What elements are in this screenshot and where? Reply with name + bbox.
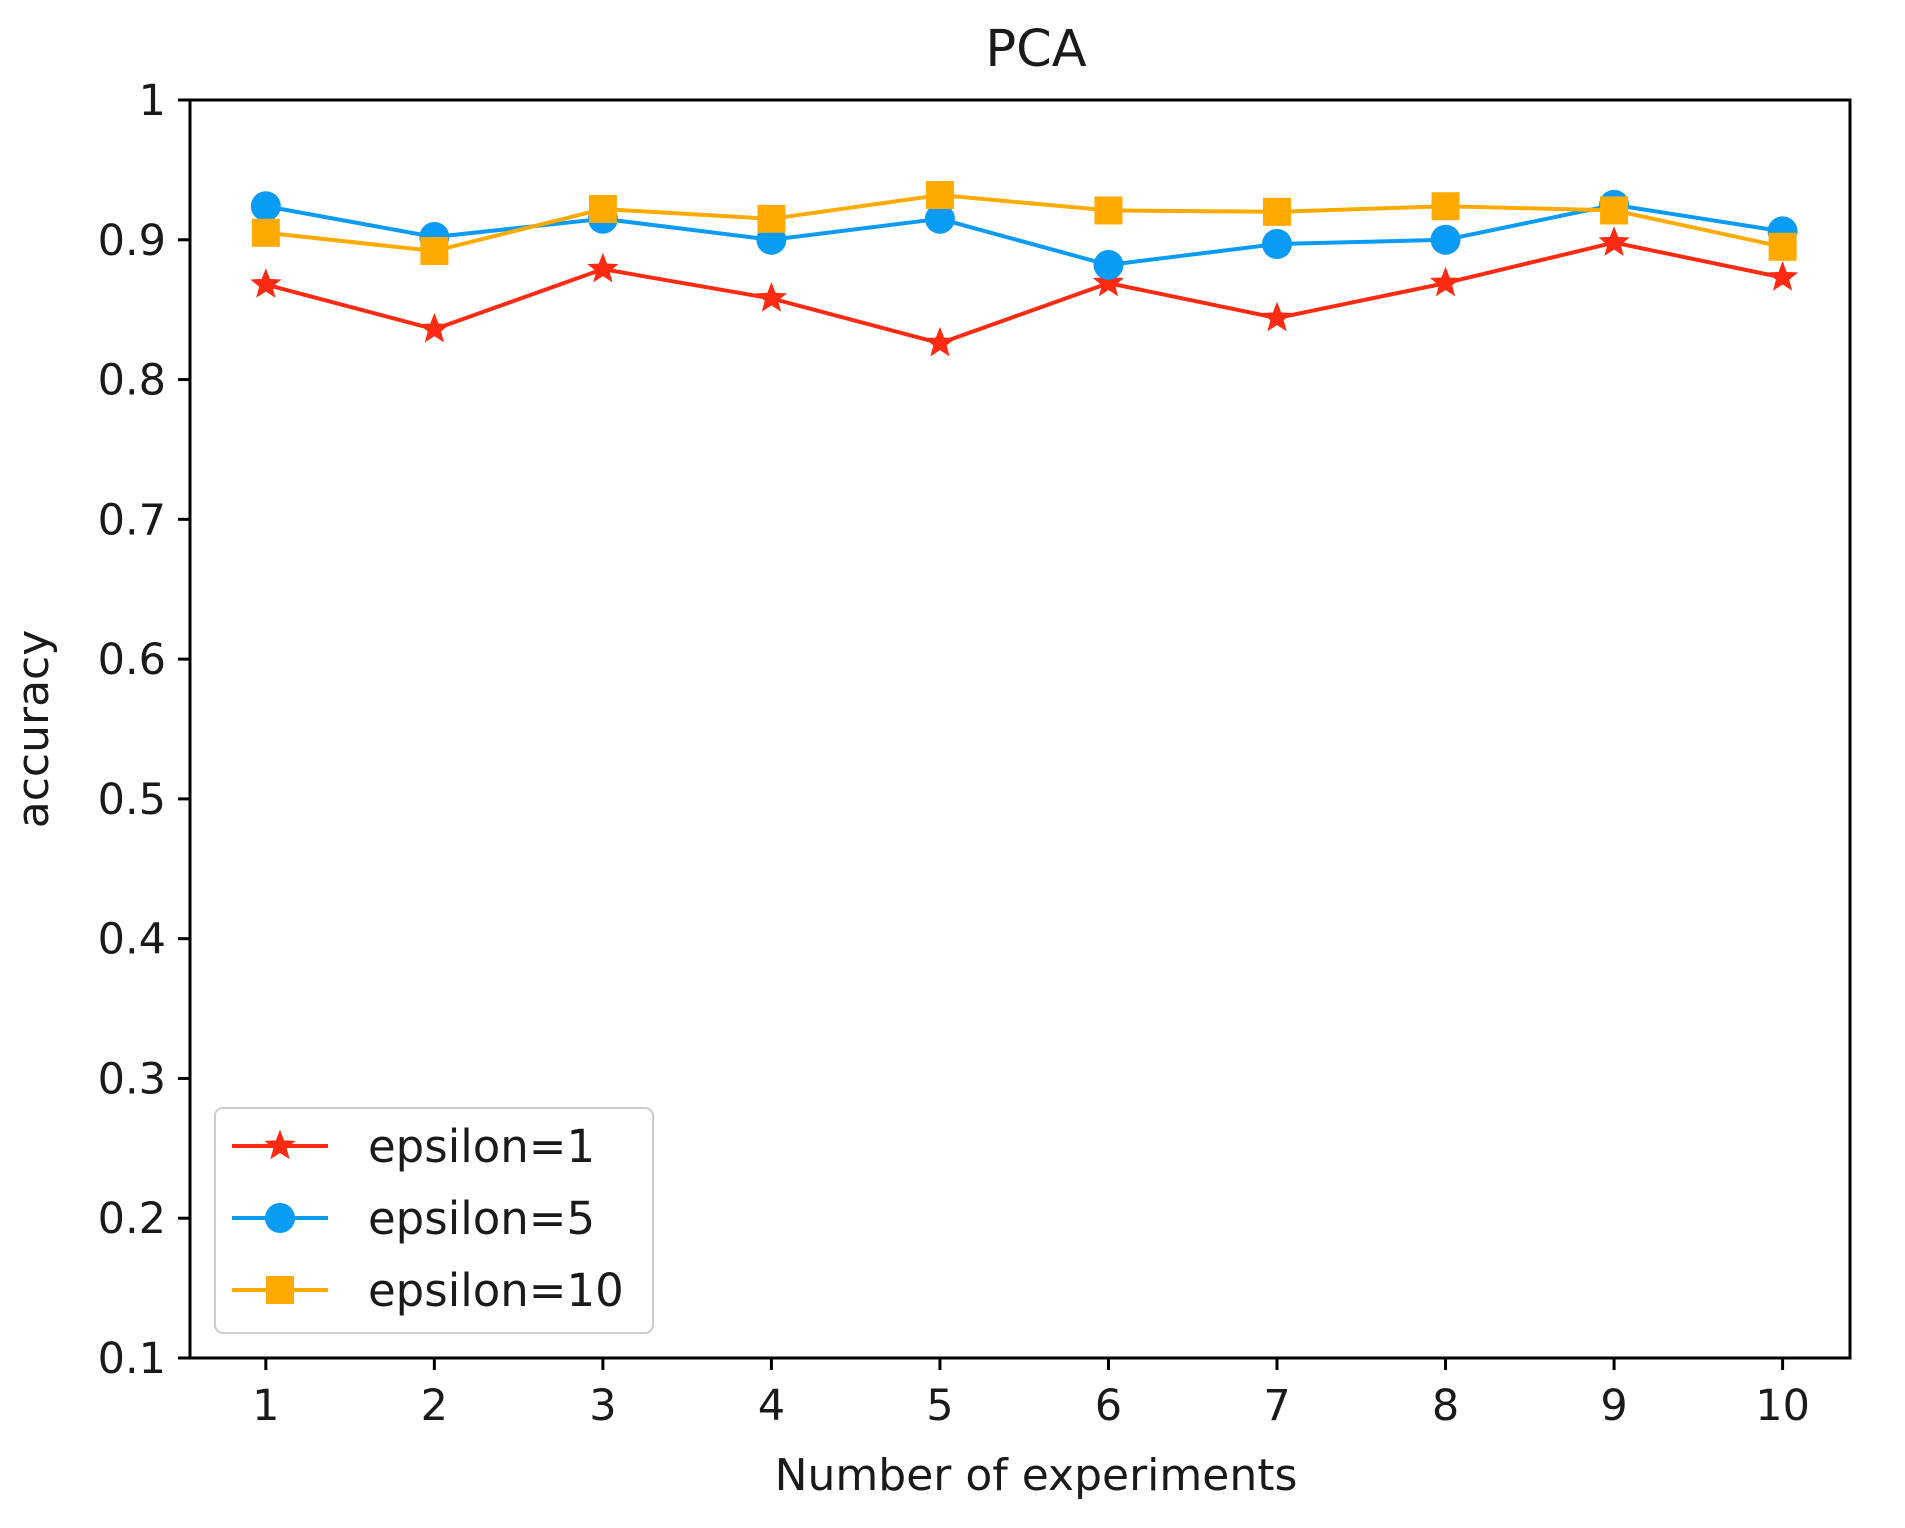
- plot-frame: [188, 98, 1852, 1360]
- data-point-star: [1261, 301, 1293, 332]
- x-tick-label: 5: [926, 1381, 953, 1431]
- legend: epsilon=1 epsilon=5 epsilon=10: [214, 1107, 654, 1334]
- data-point-star: [250, 268, 282, 298]
- y-tick-label: 0.9: [98, 216, 166, 266]
- data-point-square: [588, 195, 617, 224]
- x-axis-title: Number of experiments: [775, 1450, 1298, 1501]
- data-point-star: [418, 312, 450, 343]
- data-point-star: [587, 252, 619, 283]
- series-layer: [250, 181, 1799, 357]
- x-axis-ticks: 1 2 3 4 5 6 7 8 9 10: [252, 1358, 1810, 1431]
- data-point-square: [251, 218, 280, 247]
- legend-entry: epsilon=1: [232, 1120, 595, 1173]
- data-point-star: [1092, 266, 1125, 297]
- y-tick-label: 0.5: [98, 775, 166, 825]
- data-point-circle: [1430, 224, 1461, 255]
- legend-marker-circle: [265, 1203, 295, 1233]
- legend-label: epsilon=1: [368, 1120, 595, 1173]
- x-tick-label: 10: [1755, 1381, 1810, 1431]
- legend-entry: epsilon=5: [232, 1192, 595, 1245]
- data-point-circle: [1093, 249, 1124, 280]
- y-tick-label: 0.3: [98, 1054, 166, 1104]
- y-axis-ticks: 0.1 0.2 0.3 0.4 0.5 0.6 0.7 0.8 0.9 1: [98, 76, 190, 1384]
- y-tick-label: 0.6: [98, 635, 166, 685]
- x-tick-label: 1: [252, 1381, 279, 1431]
- y-tick-label: 0.1: [98, 1334, 166, 1384]
- x-tick-label: 3: [589, 1381, 616, 1431]
- x-tick-label: 6: [1095, 1381, 1122, 1431]
- y-tick-label: 0.2: [98, 1194, 166, 1244]
- legend-frame: [214, 1107, 654, 1334]
- x-tick-label: 7: [1263, 1381, 1290, 1431]
- series-epsilon-1: [250, 226, 1799, 357]
- data-point-star: [1598, 226, 1630, 256]
- y-tick-label: 0.8: [98, 356, 166, 406]
- data-point-square: [1094, 196, 1123, 225]
- data-point-square: [757, 204, 786, 233]
- legend-entry: epsilon=10: [232, 1264, 624, 1317]
- x-tick-label: 2: [421, 1381, 448, 1431]
- x-tick-label: 4: [758, 1381, 785, 1431]
- series-epsilon-10: [251, 181, 1797, 265]
- data-point-square: [925, 181, 954, 210]
- data-point-circle: [1262, 228, 1293, 259]
- data-point-star: [1429, 266, 1462, 297]
- chart-title: PCA: [985, 20, 1086, 79]
- y-axis-title: accuracy: [8, 630, 59, 829]
- data-point-square: [1431, 192, 1460, 221]
- series-line: [265, 240, 1783, 346]
- data-point-star: [924, 326, 956, 357]
- data-point-circle: [250, 191, 281, 222]
- data-point-square: [420, 236, 449, 265]
- legend-marker-star: [264, 1129, 296, 1160]
- data-point-square: [1768, 232, 1797, 261]
- data-point-circle: [924, 203, 955, 234]
- x-tick-label: 9: [1600, 1381, 1627, 1431]
- legend-marker-square: [266, 1276, 294, 1304]
- y-tick-label: 0.4: [98, 915, 166, 965]
- legend-label: epsilon=10: [368, 1264, 624, 1317]
- legend-label: epsilon=5: [368, 1192, 595, 1245]
- x-tick-label: 8: [1432, 1381, 1459, 1431]
- y-tick-label: 0.7: [98, 495, 166, 545]
- y-tick-label: 1: [139, 76, 166, 126]
- series-line: [265, 202, 1783, 267]
- data-point-star: [755, 282, 788, 312]
- series-line: [265, 193, 1784, 253]
- data-point-square: [1263, 197, 1292, 226]
- data-point-square: [1600, 196, 1629, 225]
- data-point-star: [1766, 261, 1799, 291]
